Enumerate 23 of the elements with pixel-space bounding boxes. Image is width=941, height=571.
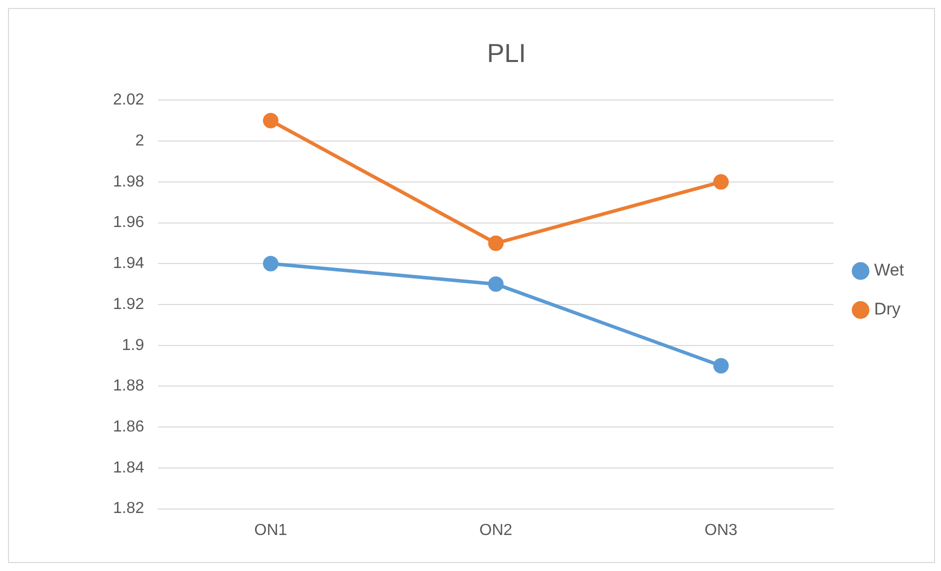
point <box>488 235 504 251</box>
y-tick-label: 1.82 <box>113 500 144 518</box>
y-tick-label: 2 <box>135 132 144 150</box>
x-tick-label: ON2 <box>479 522 512 539</box>
y-tick-label: 1.86 <box>113 418 144 436</box>
point <box>713 174 729 190</box>
point <box>713 358 729 374</box>
y-tick-label: 1.96 <box>113 214 144 232</box>
y-tick-label: 2.02 <box>113 92 144 109</box>
x-tick-label: ON3 <box>704 522 738 539</box>
y-tick-label: 1.9 <box>122 336 144 354</box>
legend-label: Dry <box>874 300 902 319</box>
point <box>262 112 278 128</box>
legend-label: Wet <box>874 260 904 280</box>
y-tick-label: 1.94 <box>113 255 144 272</box>
point <box>262 256 278 272</box>
y-tick-label: 1.88 <box>113 378 144 395</box>
x-tick-label: ON1 <box>254 522 288 539</box>
y-tick-label: 1.84 <box>113 459 144 476</box>
chart-title: PLI <box>486 38 526 68</box>
point <box>488 276 504 292</box>
y-tick-label: 1.98 <box>113 173 144 190</box>
y-tick-label: 1.92 <box>113 296 144 313</box>
